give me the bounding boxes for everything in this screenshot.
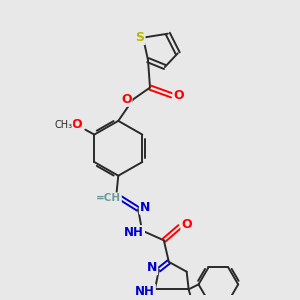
Text: NH: NH	[124, 226, 144, 239]
Text: =CH: =CH	[96, 193, 121, 203]
Text: O: O	[181, 218, 192, 231]
Text: S: S	[136, 31, 145, 44]
Text: NH: NH	[135, 285, 155, 298]
Text: O: O	[121, 93, 131, 106]
Text: N: N	[140, 201, 150, 214]
Text: O: O	[71, 118, 82, 131]
Text: O: O	[173, 89, 184, 102]
Text: N: N	[147, 261, 157, 274]
Text: CH₃: CH₃	[55, 120, 73, 130]
